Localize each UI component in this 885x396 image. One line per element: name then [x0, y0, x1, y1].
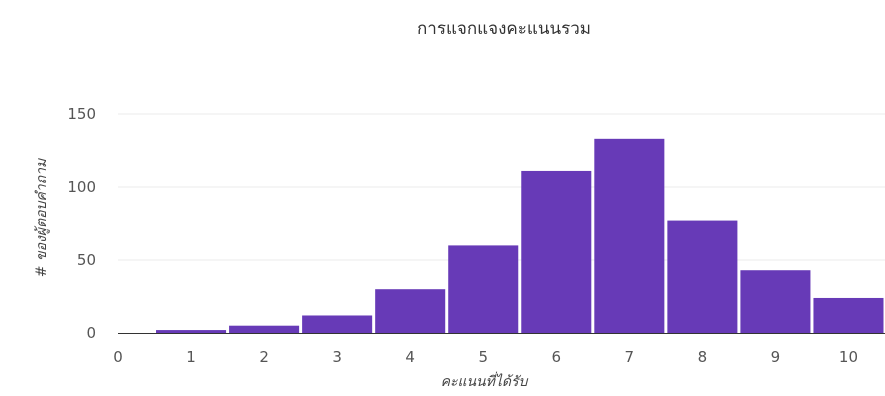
- y-tick-label: 50: [77, 251, 96, 269]
- y-tick-label: 100: [67, 178, 96, 196]
- bar-score-9[interactable]: [740, 270, 811, 333]
- y-axis-title: # ของผู้ตอบคำถาม: [34, 158, 50, 277]
- grid-layer: [118, 113, 885, 261]
- x-tick-label: 1: [186, 348, 196, 366]
- chart-title: การแจกแจงคะแนนรวม: [417, 19, 591, 39]
- y-tick-label: 0: [86, 324, 96, 342]
- x-tick-label: 9: [771, 348, 781, 366]
- bar-score-7[interactable]: [594, 138, 665, 333]
- bar-score-8[interactable]: [667, 220, 738, 333]
- x-tick-label: 5: [478, 348, 488, 366]
- bar-score-10[interactable]: [813, 297, 884, 333]
- x-tick-label: 6: [552, 348, 562, 366]
- x-tick-label: 0: [113, 348, 123, 366]
- bar-score-4[interactable]: [375, 289, 446, 333]
- x-axis-title: คะแนนที่ได้รับ: [441, 371, 529, 390]
- x-tick-label: 2: [259, 348, 269, 366]
- y-tick-labels: 0 50 100 150: [67, 105, 96, 342]
- bar-score-6[interactable]: [521, 170, 592, 333]
- bars-layer: [156, 138, 884, 333]
- y-tick-label: 150: [67, 105, 96, 123]
- x-tick-label: 7: [625, 348, 635, 366]
- x-tick-label: 8: [698, 348, 708, 366]
- bar-score-5[interactable]: [448, 245, 519, 333]
- x-tick-label: 10: [839, 348, 858, 366]
- x-tick-label: 3: [332, 348, 342, 366]
- bar-score-3[interactable]: [302, 315, 373, 333]
- x-tick-labels: 0 1 2 3 4 5 6 7 8 9 10: [113, 348, 858, 366]
- bar-score-1[interactable]: [156, 330, 227, 333]
- x-tick-label: 4: [405, 348, 415, 366]
- bar-score-2[interactable]: [229, 325, 300, 333]
